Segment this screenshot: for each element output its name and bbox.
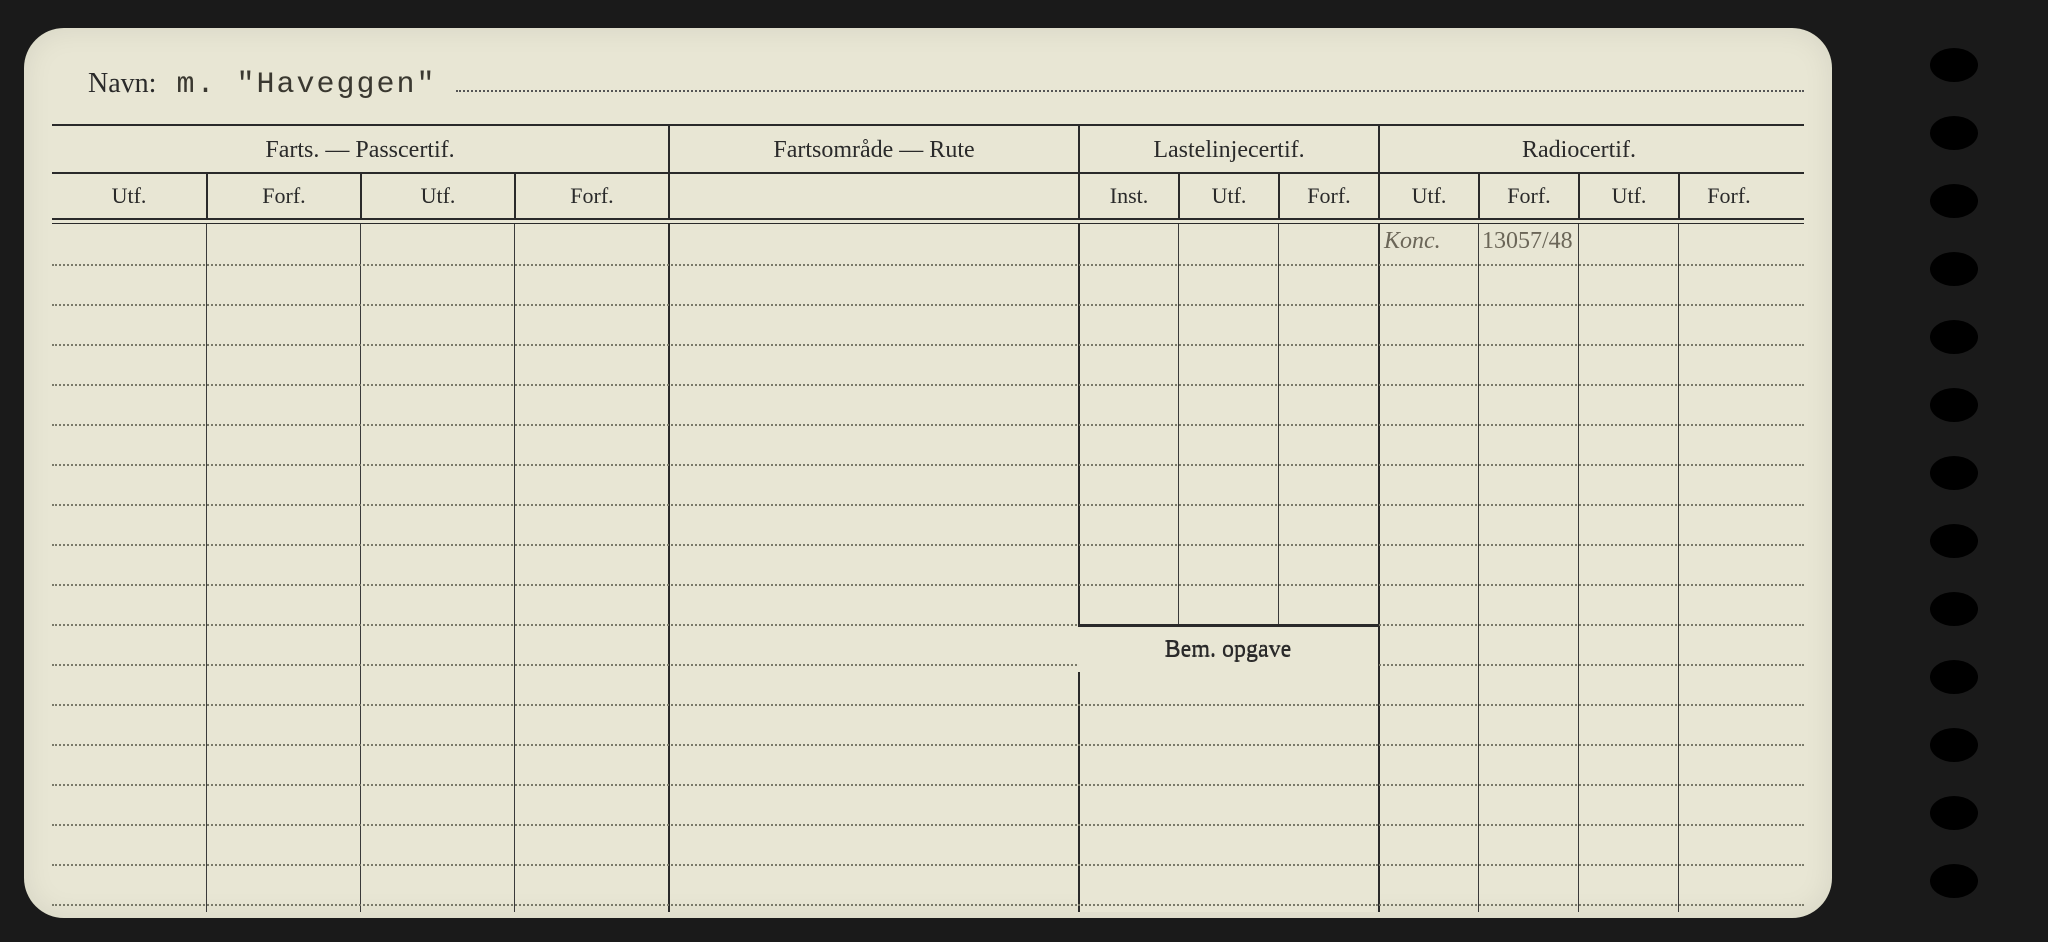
dotted-row [52,624,1804,626]
form-grid: Farts. — Passcertif. Fartsområde — Rute … [52,126,1804,916]
punch-hole [1930,320,1978,354]
punch-hole [1930,660,1978,694]
punch-hole [1930,48,1978,82]
dotted-row [52,384,1804,386]
sub-inst: Inst. [1078,174,1178,218]
sub-utf-1: Utf. [52,174,206,218]
dotted-row [52,264,1804,266]
sub-rute-blank [668,174,1078,218]
sub-utf-4: Utf. [1378,174,1478,218]
sub-utf-3: Utf. [1178,174,1278,218]
column-divider [1478,224,1479,912]
punch-hole [1930,864,1978,898]
column-divider [1678,224,1679,912]
sub-forf-1: Forf. [206,174,360,218]
punch-hole [1930,184,1978,218]
dotted-row [1078,704,1378,706]
punch-hole [1930,388,1978,422]
dotted-row [1078,744,1378,746]
punch-hole [1930,796,1978,830]
sub-utf-5: Utf. [1578,174,1678,218]
sub-utf-2: Utf. [360,174,514,218]
column-divider [668,224,670,912]
navn-value: m. "Haveggen" [176,68,436,102]
punch-hole [1930,116,1978,150]
navn-dotted-line [456,90,1804,92]
punch-hole [1930,524,1978,558]
sub-forf-4: Forf. [1478,174,1578,218]
dotted-row [52,304,1804,306]
group-radiocertif: Radiocertif. [1378,126,1778,172]
punch-hole [1930,592,1978,626]
dotted-row [52,504,1804,506]
dotted-row [52,704,1804,706]
column-divider [514,224,515,912]
group-header-row: Farts. — Passcertif. Fartsområde — Rute … [52,126,1804,174]
handwritten-forf: 13057/48 [1482,228,1573,255]
navn-row: Navn: m. "Haveggen" [52,68,1804,126]
dotted-row [52,904,1804,906]
punch-hole-strip [1930,48,1990,898]
dotted-row [52,664,1804,666]
dotted-row [52,584,1804,586]
column-divider [206,224,207,912]
column-divider [1378,224,1380,912]
dotted-row [52,784,1804,786]
column-divider [1578,224,1579,912]
group-farts-passcertif: Farts. — Passcertif. [52,126,668,172]
column-divider [360,224,361,912]
punch-hole [1930,728,1978,762]
dotted-row [1078,904,1378,906]
body-area: Konc. 13057/48 Bem. opgaveBem. opgave [52,224,1804,912]
dotted-row [52,544,1804,546]
dotted-row [1078,824,1378,826]
group-lastelinjecertif: Lastelinjecertif. [1078,126,1378,172]
sub-forf-5: Forf. [1678,174,1778,218]
record-card: Navn: m. "Haveggen" Farts. — Passcertif.… [24,28,1832,918]
dotted-row [52,864,1804,866]
dotted-row [52,744,1804,746]
dotted-row [52,464,1804,466]
sub-header-row: Utf. Forf. Utf. Forf. Inst. Utf. Forf. U… [52,174,1804,218]
group-fartsomrade-rute: Fartsområde — Rute [668,126,1078,172]
navn-label: Navn: [88,68,156,100]
punch-hole [1930,456,1978,490]
dotted-row [52,344,1804,346]
sub-forf-3: Forf. [1278,174,1378,218]
dotted-row [1078,864,1378,866]
sub-forf-2: Forf. [514,174,668,218]
bem-opgave-label: Bem. opgave [1078,636,1378,663]
punch-hole [1930,252,1978,286]
dotted-row [52,424,1804,426]
dotted-row [52,824,1804,826]
handwritten-utf: Konc. [1384,228,1441,255]
dotted-row [1078,784,1378,786]
